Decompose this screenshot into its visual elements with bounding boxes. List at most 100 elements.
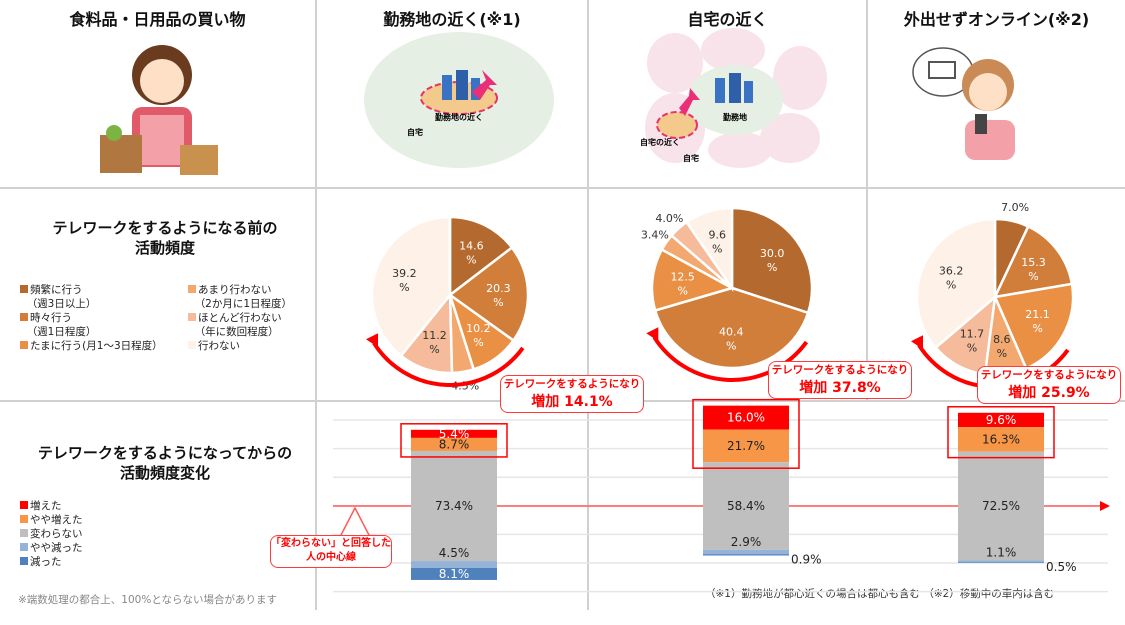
bar-section-title: テレワークをするようになってからの 活動頻度変化 <box>20 443 310 483</box>
bar-segment <box>958 427 1044 452</box>
divider <box>315 0 317 610</box>
callout-text: テレワークをするようになり <box>503 378 641 390</box>
work-near-illustration: 勤務地の近く 自宅 <box>364 32 554 168</box>
arrow-head-icon <box>646 327 659 342</box>
pie-slice <box>684 206 734 293</box>
workplace-label: 勤務地 <box>723 112 747 122</box>
bar-segment <box>411 429 497 438</box>
legend-item: あまり行わない （2か月に1日程度） <box>188 283 318 311</box>
legend-item: 変わらない <box>20 527 140 541</box>
bar-data-label: 16.0% <box>727 411 765 425</box>
legend-item: 頻繁に行う （週3日以上） <box>20 283 170 311</box>
bar-segment <box>703 405 789 430</box>
pie-data-label: 36.2% <box>939 265 964 292</box>
bar-data-label: 5.4% <box>439 427 470 441</box>
bar-data-label: 9.6% <box>986 413 1017 427</box>
pie-data-label: 8.6% <box>993 333 1011 360</box>
bar-segment <box>411 437 497 451</box>
legend-item: 行わない <box>188 339 318 353</box>
legend-item: やや減った <box>20 541 140 555</box>
increase-highlight-box <box>947 406 1055 459</box>
legend-item: 減った <box>20 555 140 569</box>
pie-data-label: 40.4% <box>719 326 744 353</box>
header-home-near: 自宅の近く <box>687 10 768 29</box>
increase-arrow <box>372 342 525 387</box>
home-near-illustration: 勤務地 自宅の近く 自宅 <box>640 28 827 168</box>
increase-callout-home: テレワークをするようになり増加 37.8% <box>768 361 912 399</box>
bar-segment <box>958 562 1044 563</box>
bar-title-line2: 活動頻度変化 <box>119 464 210 482</box>
increase-highlight-box <box>400 423 508 458</box>
online-shopper-illustration <box>912 47 1015 160</box>
legend-item: やや増えた <box>20 513 140 527</box>
legend-item: ほとんど行わない （年に数回程度） <box>188 311 318 339</box>
pie-slice <box>447 245 530 343</box>
bar-data-label: 4.5% <box>439 546 470 560</box>
bar-data-label: 58.4% <box>727 499 765 513</box>
pie-legend-left: 頻繁に行う （週3日以上） 時々行う （週1日程度） たまに行う(月1～3日程度… <box>20 283 170 353</box>
work-near-label: 勤務地の近く <box>435 112 483 122</box>
bar-segment <box>958 412 1044 428</box>
pie-data-label: 3.4% <box>641 228 669 241</box>
pie-data-label: 39.2% <box>392 267 417 294</box>
callout-value: 増加 25.9% <box>1008 385 1090 401</box>
pie-slice <box>993 282 1075 371</box>
header-shopping: 食料品・日用品の買い物 <box>69 10 246 29</box>
pie-data-label: 20.3% <box>486 282 511 309</box>
bar-data-label: 8.7% <box>439 437 470 451</box>
bar-data-label: 21.7% <box>727 439 765 453</box>
pie-data-label: 12.5% <box>670 271 695 298</box>
increase-callout-online: テレワークをするようになり増加 25.9% <box>977 366 1121 404</box>
callout-text: テレワークをするようになり <box>771 364 909 376</box>
home-label: 自宅 <box>683 153 699 163</box>
callout-value: 増加 14.1% <box>531 394 613 410</box>
bar-segment <box>411 561 497 568</box>
callout-text: テレワークをするようになり <box>980 369 1118 381</box>
bar-segment <box>958 560 1044 563</box>
pie-slice <box>915 217 997 350</box>
bar-segment <box>411 450 497 562</box>
pie-title-line2: 活動頻度 <box>134 239 195 257</box>
center-line-arrow-icon <box>1100 501 1110 511</box>
callout-value: 増加 37.8% <box>799 380 881 396</box>
divider <box>587 0 589 610</box>
bar-segment <box>703 462 789 550</box>
increase-arrow <box>652 336 809 382</box>
bar-data-label: 73.4% <box>435 499 473 513</box>
shopper-illustration <box>100 45 218 175</box>
pie-slice <box>653 286 810 370</box>
pie-title-line1: テレワークをするようになる前の <box>52 219 278 237</box>
rounding-note: ※端数処理の都合上、100%とならない場合があります <box>18 594 278 606</box>
pie-data-label: 7.0% <box>1001 201 1029 214</box>
divider <box>0 187 1125 189</box>
increase-callout-work: テレワークをするようになり増加 14.1% <box>500 375 644 413</box>
legend-item: 時々行う （週1日程度） <box>20 311 170 339</box>
pie-data-label: 15.3% <box>1021 256 1046 283</box>
pie-legend-right: あまり行わない （2か月に1日程度） ほとんど行わない （年に数回程度） 行わな… <box>188 283 318 353</box>
pie-data-label: 30.0% <box>760 247 785 274</box>
pie-slice <box>370 215 452 358</box>
home-label: 自宅 <box>407 127 423 137</box>
pie-slice <box>992 224 1074 299</box>
pie-slice <box>730 206 814 315</box>
header-online: 外出せずオンライン(※2) <box>903 10 1090 29</box>
bar-segment <box>703 549 789 555</box>
pie-slice <box>448 215 514 298</box>
bar-data-label: 2.9% <box>731 535 762 549</box>
bar-data-label: 72.5% <box>982 499 1020 513</box>
header-work-near: 勤務地の近く(※1) <box>383 10 521 29</box>
bar-title-line1: テレワークをするようになってからの <box>37 444 293 462</box>
bar-legend: 増えた やや増えた 変わらない やや減った 減った <box>20 499 140 569</box>
center-line-callout: 「変わらない」と回答した人の中心線 <box>270 535 392 568</box>
bar-data-label: 16.3% <box>982 432 1020 446</box>
pie-section-title: テレワークをするようになる前の 活動頻度 <box>20 218 310 258</box>
pie-data-label: 4.0% <box>655 212 683 225</box>
bar-segment <box>703 429 789 463</box>
pie-data-label: 11.2% <box>422 329 447 356</box>
home-near-label: 自宅の近く <box>640 137 680 147</box>
bar-segment <box>411 567 497 580</box>
bar-segment <box>703 554 789 556</box>
arrow-head-icon <box>911 335 924 350</box>
